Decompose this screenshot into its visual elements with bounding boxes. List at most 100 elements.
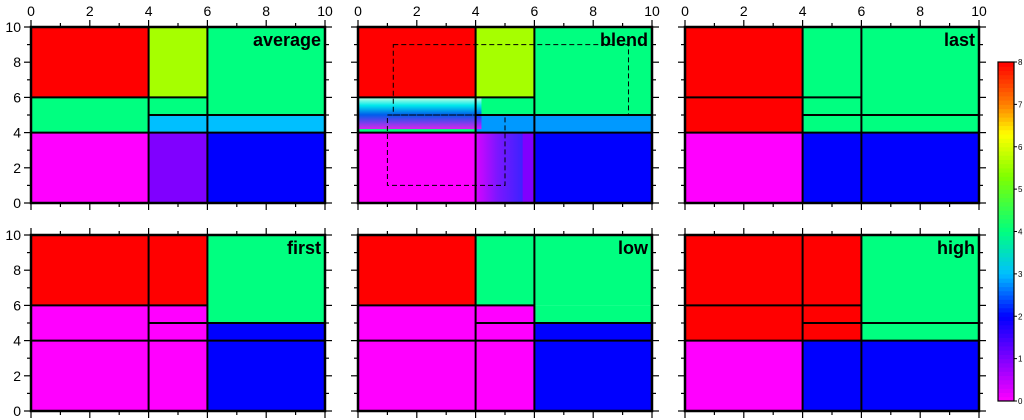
x-tick-label-2-4: 8 (916, 3, 924, 19)
colorbar-segment-50 (998, 184, 1014, 190)
colorbar-segment-37 (998, 239, 1014, 245)
x-tick-label-2-0: 0 (681, 3, 689, 19)
heatmap-cell-1-2 (534, 27, 652, 115)
heatmap-cell-3-2 (148, 305, 208, 323)
colorbar-segment-69 (998, 104, 1014, 110)
colorbar-segment-9 (998, 358, 1014, 364)
colorbar-segment-43 (998, 214, 1014, 220)
colorbar-tick-label-2: 2 (1018, 312, 1023, 321)
colorbar-segment-62 (998, 134, 1014, 139)
heatmap-cell-0-7 (148, 132, 208, 203)
x-tick-label-1-1: 2 (413, 3, 421, 19)
y-tick-label-0-3: 6 (13, 89, 21, 105)
colorbar-segment-33 (998, 256, 1014, 262)
colorbar-segment-53 (998, 172, 1014, 177)
colorbar-tick-label-4: 4 (1018, 228, 1023, 237)
colorbar-segment-65 (998, 121, 1014, 127)
y-tick-label-0-0: 0 (13, 195, 21, 211)
heatmap-cell-0-2 (207, 27, 325, 115)
colorbar-segment-6 (998, 371, 1014, 377)
colorbar-segment-66 (998, 117, 1014, 122)
panel-title-0: average (253, 30, 321, 50)
colorbar-segment-22 (998, 303, 1014, 309)
x-tick-label-0-4: 8 (262, 3, 270, 19)
colorbar-segment-8 (998, 362, 1014, 368)
colorbar-tick-label-8: 8 (1018, 58, 1023, 67)
panel-title-5: high (937, 238, 975, 258)
colorbar-segment-41 (998, 223, 1014, 228)
colorbar-segment-79 (998, 62, 1014, 67)
x-tick-label-2-5: 10 (971, 3, 987, 19)
colorbar-segment-27 (998, 282, 1014, 288)
heatmap-cell-1-6 (358, 132, 476, 203)
panel-title-1: blend (600, 30, 648, 50)
panel-title-2: last (944, 30, 975, 50)
heatmap-cell-5-0 (685, 235, 862, 341)
colorbar-segment-58 (998, 150, 1014, 156)
blend-transition-vertical (472, 132, 523, 203)
colorbar-segment-73 (998, 87, 1014, 93)
heatmap-cell-3-4 (148, 323, 208, 411)
colorbar-segment-19 (998, 316, 1014, 321)
colorbar-segment-52 (998, 176, 1014, 182)
heatmap-cell-1-4 (475, 97, 535, 115)
x-tick-label-0-1: 2 (86, 3, 94, 19)
colorbar-segment-35 (998, 248, 1014, 254)
heatmap-cell-4-3 (358, 305, 535, 411)
colorbar-segment-76 (998, 74, 1014, 80)
colorbar-segment-18 (998, 320, 1014, 326)
y-tick-label-3-0: 0 (13, 403, 21, 419)
heatmap-cell-2-0 (685, 27, 803, 133)
heatmap-cell-3-0 (31, 235, 208, 306)
x-tick-label-1-2: 4 (472, 3, 480, 19)
colorbar-segment-72 (998, 91, 1014, 97)
colorbar-segment-74 (998, 83, 1014, 88)
colorbar-segment-75 (998, 78, 1014, 84)
colorbar-segment-23 (998, 299, 1014, 305)
colorbar-tick-label-0: 0 (1018, 397, 1023, 406)
colorbar-segment-64 (998, 125, 1014, 131)
colorbar-segment-51 (998, 180, 1014, 186)
colorbar-segment-28 (998, 278, 1014, 283)
colorbar-segment-24 (998, 295, 1014, 300)
colorbar-segment-67 (998, 112, 1014, 118)
heatmap-cell-0-5 (148, 115, 325, 133)
heatmap-cell-1-5 (475, 115, 652, 133)
colorbar-segment-59 (998, 146, 1014, 152)
heatmap-cell-3-5 (207, 323, 325, 411)
heatmap-cell-0-4 (148, 97, 208, 115)
heatmap-cell-4-1 (475, 235, 652, 306)
y-tick-label-3-2: 4 (13, 333, 21, 349)
colorbar-segment-63 (998, 129, 1014, 135)
heatmap-cell-0-1 (148, 27, 208, 98)
colorbar-segment-36 (998, 244, 1014, 249)
heatmap-cell-5-2 (685, 340, 803, 411)
blend-transition-band (358, 97, 482, 130)
heatmap-cell-4-2 (534, 305, 652, 323)
colorbar-segment-34 (998, 252, 1014, 258)
colorbar-segment-56 (998, 159, 1014, 165)
colorbar-segment-25 (998, 290, 1014, 296)
y-tick-label-0-2: 4 (13, 125, 21, 141)
x-tick-label-0-3: 6 (204, 3, 212, 19)
x-tick-label-2-2: 4 (799, 3, 807, 19)
colorbar-segment-45 (998, 206, 1014, 211)
colorbar-segment-16 (998, 328, 1014, 334)
colorbar-segment-7 (998, 367, 1014, 372)
colorbar-segment-12 (998, 345, 1014, 351)
y-tick-label-0-1: 2 (13, 160, 21, 176)
colorbar-segment-61 (998, 138, 1014, 144)
x-tick-label-0-0: 0 (27, 3, 35, 19)
colorbar-tick-label-1: 1 (1018, 355, 1023, 364)
y-tick-label-0-4: 8 (13, 54, 21, 70)
heatmap-cell-3-3 (31, 305, 149, 411)
colorbar-segment-15 (998, 333, 1014, 338)
heatmap-cell-1-1 (475, 27, 535, 98)
colorbar-segment-38 (998, 235, 1014, 241)
colorbar-segment-17 (998, 324, 1014, 330)
colorbar-segment-1 (998, 392, 1014, 398)
x-tick-label-0-2: 4 (145, 3, 153, 19)
y-tick-label-3-4: 8 (13, 262, 21, 278)
colorbar-segment-32 (998, 261, 1014, 266)
